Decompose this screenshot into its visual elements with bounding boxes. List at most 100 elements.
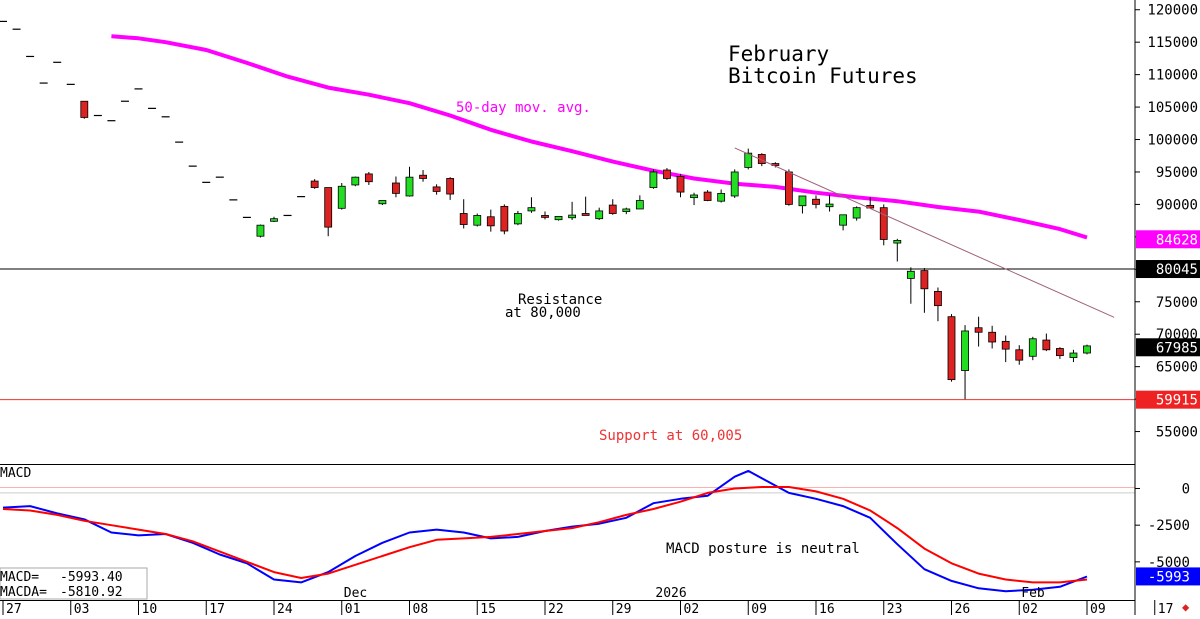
candle (486, 209, 495, 232)
candle (988, 325, 997, 349)
candle-down (1056, 348, 1064, 357)
macd-legend-value-2: -5810.92 (60, 585, 123, 600)
macd-legend-box (0, 567, 148, 600)
price-tick-label: 120000 (1147, 3, 1198, 19)
candle-up (1028, 338, 1037, 357)
candle (1056, 347, 1064, 359)
x-tick-label: 02 (684, 602, 700, 615)
candle (446, 177, 455, 200)
scroll-arrow-icon[interactable]: ◆ (1182, 600, 1190, 614)
macd-price-tag-label: -5993 (1148, 569, 1190, 585)
x-tick-label: 22 (548, 602, 564, 615)
candle (554, 215, 563, 221)
candle-down (392, 182, 400, 194)
candle (256, 224, 265, 238)
candle (459, 199, 468, 229)
candle-down (459, 213, 468, 225)
x-tick-label: 17 (209, 602, 225, 615)
candle (785, 169, 793, 206)
candle (581, 196, 590, 216)
candle (1028, 336, 1037, 361)
candle (419, 170, 427, 182)
x-tick-label: 15 (480, 602, 496, 615)
candle (1083, 344, 1091, 355)
macd-legend: MACD= -5993.40 MACDA= -5810.92 (0, 567, 148, 600)
candle-down (541, 215, 549, 218)
candle (392, 176, 400, 198)
candle (744, 148, 753, 170)
candle (337, 183, 346, 210)
candle-up (798, 195, 807, 207)
candle-down (1015, 349, 1024, 361)
candle-down (703, 191, 712, 201)
candle-down (812, 198, 820, 205)
price-tag-box (1136, 260, 1200, 279)
macd-tick-label: -5000 (1148, 555, 1190, 571)
month-label: 2026 (655, 586, 686, 601)
candle-down (581, 213, 590, 216)
candle-down (879, 207, 888, 240)
candle (514, 210, 522, 226)
candle-up (825, 203, 834, 208)
price-tag-label: 80045 (1156, 262, 1198, 278)
candle-down (663, 169, 671, 179)
candle (717, 189, 726, 203)
candle (690, 192, 698, 206)
moving-average-layer (111, 34, 1088, 240)
candle (80, 100, 89, 119)
candle (527, 197, 536, 213)
price-tag-box (1136, 338, 1200, 357)
month-label: Dec (344, 586, 367, 601)
candle-up (1083, 345, 1091, 354)
price-tag-label: 59915 (1156, 393, 1198, 409)
candle-up (568, 214, 576, 219)
chart-title-line1: February (728, 42, 829, 66)
price-tag-box (1136, 230, 1200, 249)
chart-title-line2: Bitcoin Futures (728, 64, 918, 88)
candle-up (893, 240, 902, 244)
candle-down (676, 176, 685, 193)
candle-up (378, 200, 387, 205)
resistance-label-line2: at 80,000 (505, 305, 581, 321)
candle-down (947, 316, 956, 381)
candle-down (1042, 339, 1051, 351)
candle-up (405, 176, 414, 197)
candle (324, 187, 333, 237)
price-tick-label: 65000 (1156, 360, 1198, 376)
macd-average-line (2, 486, 1088, 584)
candle (852, 206, 861, 221)
candle-up (839, 214, 847, 226)
macd-tick-label: 0 (1182, 481, 1190, 497)
candle (947, 314, 956, 382)
x-tick-label: 29 (616, 602, 632, 615)
candle (879, 204, 888, 246)
candle-up (554, 215, 563, 221)
price-tick-label: 95000 (1156, 165, 1198, 181)
price-tick-label: 55000 (1156, 425, 1198, 441)
candle-down (1001, 340, 1010, 350)
x-tick-label: 09 (751, 602, 767, 615)
price-tag-label: 67985 (1156, 340, 1198, 356)
x-tick-label: 26 (955, 602, 971, 615)
candle (1069, 349, 1078, 363)
candle (473, 213, 482, 227)
candle (1001, 335, 1010, 363)
candle-down (785, 171, 793, 205)
candle (812, 195, 820, 209)
candle (649, 169, 658, 189)
candle (663, 168, 671, 180)
candle-up (270, 218, 278, 222)
candle (839, 214, 847, 231)
x-tick-label: 01 (345, 602, 361, 615)
candle (270, 216, 278, 222)
candle-up (649, 171, 658, 188)
candle (541, 211, 549, 220)
candle (906, 267, 915, 304)
candle (934, 287, 942, 322)
candle-down (486, 216, 495, 227)
candle (622, 207, 631, 215)
candle-down (446, 178, 455, 195)
candle-up (351, 176, 360, 186)
